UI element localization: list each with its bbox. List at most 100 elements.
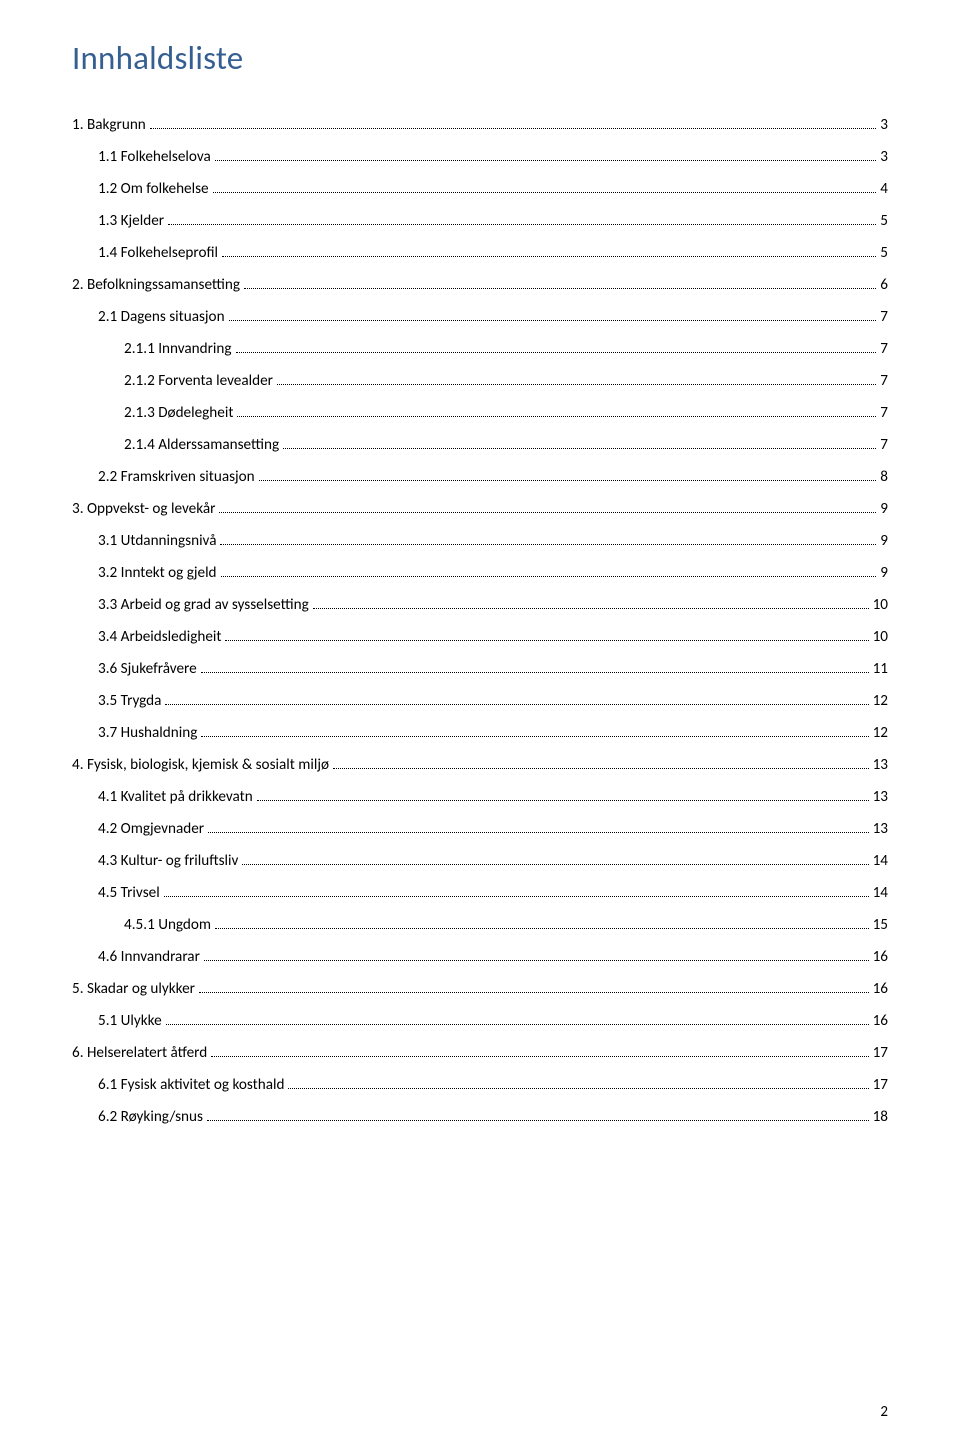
toc-entry-label: 3.4 Arbeidsledigheit bbox=[98, 626, 223, 649]
toc-entry-page: 9 bbox=[878, 530, 888, 553]
toc-row[interactable]: 3.4 Arbeidsledigheit 10 bbox=[72, 626, 888, 649]
toc-entry-page: 3 bbox=[878, 114, 888, 137]
toc-row[interactable]: 3.3 Arbeid og grad av sysselsetting 10 bbox=[72, 594, 888, 617]
toc-entry-page: 8 bbox=[878, 466, 888, 489]
toc-entry-label: 3.3 Arbeid og grad av sysselsetting bbox=[98, 594, 311, 617]
toc-row[interactable]: 2.1 Dagens situasjon 7 bbox=[72, 306, 888, 329]
toc-row[interactable]: 3.1 Utdanningsnivå 9 bbox=[72, 530, 888, 553]
toc-entry-label: 4. Fysisk, biologisk, kjemisk & sosialt … bbox=[72, 754, 331, 777]
toc-entry-label: 6.2 Røyking/snus bbox=[98, 1106, 205, 1129]
toc-entry-label: 4.3 Kultur- og friluftsliv bbox=[98, 850, 240, 873]
toc-leader-dots bbox=[333, 768, 869, 769]
toc-entry-page: 14 bbox=[871, 850, 888, 873]
toc-row[interactable]: 4.1 Kvalitet på drikkevatn 13 bbox=[72, 786, 888, 809]
toc-entry-label: 1.4 Folkehelseprofil bbox=[98, 242, 220, 265]
toc-entry-label: 3.1 Utdanningsnivå bbox=[98, 530, 218, 553]
toc-row[interactable]: 3.7 Hushaldning 12 bbox=[72, 722, 888, 745]
toc-entry-label: 4.5.1 Ungdom bbox=[124, 914, 213, 937]
toc-entry-label: 2.1.3 Dødelegheit bbox=[124, 402, 235, 425]
toc-entry-label: 2.2 Framskriven situasjon bbox=[98, 466, 257, 489]
toc-leader-dots bbox=[208, 832, 869, 833]
toc-row[interactable]: 5.1 Ulykke 16 bbox=[72, 1010, 888, 1033]
toc-leader-dots bbox=[222, 256, 876, 257]
toc-leader-dots bbox=[207, 1120, 869, 1121]
toc-entry-page: 6 bbox=[878, 274, 888, 297]
toc-leader-dots bbox=[213, 192, 877, 193]
toc-entry-page: 9 bbox=[878, 562, 888, 585]
toc-entry-label: 2.1.4 Alderssamansetting bbox=[124, 434, 281, 457]
toc-row[interactable]: 6. Helserelatert åtferd 17 bbox=[72, 1042, 888, 1065]
toc-leader-dots bbox=[221, 576, 877, 577]
toc-leader-dots bbox=[313, 608, 869, 609]
toc-leader-dots bbox=[283, 448, 876, 449]
toc-row[interactable]: 6.2 Røyking/snus 18 bbox=[72, 1106, 888, 1129]
toc-leader-dots bbox=[220, 544, 876, 545]
toc-entry-label: 1.3 Kjelder bbox=[98, 210, 166, 233]
toc-entry-page: 7 bbox=[878, 338, 888, 361]
toc-leader-dots bbox=[166, 1024, 869, 1025]
toc-leader-dots bbox=[236, 352, 877, 353]
toc-leader-dots bbox=[277, 384, 876, 385]
toc-entry-page: 7 bbox=[878, 434, 888, 457]
toc-entry-page: 16 bbox=[871, 946, 888, 969]
toc-leader-dots bbox=[204, 960, 869, 961]
toc-entry-label: 5. Skadar og ulykker bbox=[72, 978, 197, 1001]
toc-entry-page: 17 bbox=[871, 1042, 888, 1065]
toc-leader-dots bbox=[215, 928, 869, 929]
toc-entry-page: 5 bbox=[878, 210, 888, 233]
toc-entry-label: 2.1 Dagens situasjon bbox=[98, 306, 227, 329]
toc-row[interactable]: 1.4 Folkehelseprofil 5 bbox=[72, 242, 888, 265]
toc-entry-page: 15 bbox=[871, 914, 888, 937]
toc-row[interactable]: 1.3 Kjelder 5 bbox=[72, 210, 888, 233]
toc-entry-page: 5 bbox=[878, 242, 888, 265]
toc-leader-dots bbox=[244, 288, 876, 289]
toc-row[interactable]: 2.1.4 Alderssamansetting 7 bbox=[72, 434, 888, 457]
toc-row[interactable]: 1.2 Om folkehelse 4 bbox=[72, 178, 888, 201]
toc-entry-label: 3.2 Inntekt og gjeld bbox=[98, 562, 219, 585]
toc-row[interactable]: 4.2 Omgjevnader 13 bbox=[72, 818, 888, 841]
toc-row[interactable]: 3.5 Trygda 12 bbox=[72, 690, 888, 713]
toc-entry-label: 2. Befolkningssamansetting bbox=[72, 274, 242, 297]
toc-row[interactable]: 3.6 Sjukefråvere 11 bbox=[72, 658, 888, 681]
toc-row[interactable]: 2.2 Framskriven situasjon 8 bbox=[72, 466, 888, 489]
toc-row[interactable]: 1.1 Folkehelselova 3 bbox=[72, 146, 888, 169]
toc-entry-label: 4.6 Innvandrarar bbox=[98, 946, 202, 969]
table-of-contents: 1. Bakgrunn 3 1.1 Folkehelselova 3 1.2 Om … bbox=[72, 114, 888, 1128]
toc-entry-page: 10 bbox=[871, 594, 888, 617]
toc-leader-dots bbox=[219, 512, 876, 513]
toc-leader-dots bbox=[229, 320, 877, 321]
toc-row[interactable]: 4.5 Trivsel 14 bbox=[72, 882, 888, 905]
toc-row[interactable]: 4.5.1 Ungdom 15 bbox=[72, 914, 888, 937]
toc-row[interactable]: 6.1 Fysisk aktivitet og kosthald 17 bbox=[72, 1074, 888, 1097]
toc-entry-label: 5.1 Ulykke bbox=[98, 1010, 164, 1033]
toc-entry-label: 6.1 Fysisk aktivitet og kosthald bbox=[98, 1074, 286, 1097]
toc-row[interactable]: 2.1.1 Innvandring 7 bbox=[72, 338, 888, 361]
toc-leader-dots bbox=[150, 128, 877, 129]
toc-entry-label: 6. Helserelatert åtferd bbox=[72, 1042, 209, 1065]
toc-row[interactable]: 4. Fysisk, biologisk, kjemisk & sosialt … bbox=[72, 754, 888, 777]
toc-entry-page: 13 bbox=[871, 786, 888, 809]
toc-row[interactable]: 5. Skadar og ulykker 16 bbox=[72, 978, 888, 1001]
toc-row[interactable]: 2. Befolkningssamansetting 6 bbox=[72, 274, 888, 297]
toc-entry-page: 14 bbox=[871, 882, 888, 905]
toc-leader-dots bbox=[168, 224, 876, 225]
toc-row[interactable]: 4.3 Kultur- og friluftsliv 14 bbox=[72, 850, 888, 873]
toc-entry-page: 10 bbox=[871, 626, 888, 649]
toc-leader-dots bbox=[201, 672, 869, 673]
toc-row[interactable]: 2.1.3 Dødelegheit 7 bbox=[72, 402, 888, 425]
toc-row[interactable]: 2.1.2 Forventa levealder 7 bbox=[72, 370, 888, 393]
toc-entry-page: 18 bbox=[871, 1106, 888, 1129]
toc-entry-page: 13 bbox=[871, 754, 888, 777]
toc-row[interactable]: 3. Oppvekst- og levekår 9 bbox=[72, 498, 888, 521]
toc-row[interactable]: 4.6 Innvandrarar 16 bbox=[72, 946, 888, 969]
toc-row[interactable]: 3.2 Inntekt og gjeld 9 bbox=[72, 562, 888, 585]
toc-row[interactable]: 1. Bakgrunn 3 bbox=[72, 114, 888, 137]
toc-leader-dots bbox=[242, 864, 868, 865]
toc-entry-page: 12 bbox=[871, 690, 888, 713]
toc-leader-dots bbox=[257, 800, 869, 801]
toc-entry-label: 4.1 Kvalitet på drikkevatn bbox=[98, 786, 255, 809]
toc-entry-page: 11 bbox=[871, 658, 888, 681]
toc-leader-dots bbox=[237, 416, 876, 417]
page-footer-number: 2 bbox=[880, 1403, 888, 1421]
toc-entry-page: 17 bbox=[871, 1074, 888, 1097]
